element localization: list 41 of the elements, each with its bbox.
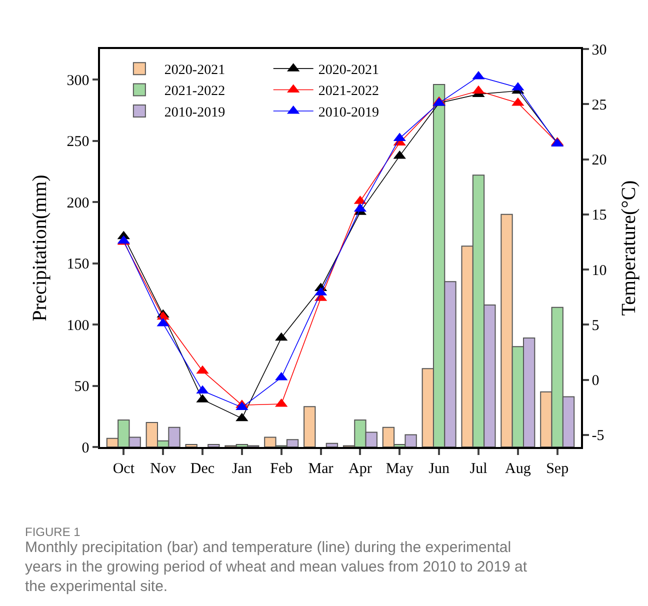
y-tick-label: 0: [82, 440, 90, 456]
y2-tick-label: 25: [592, 97, 607, 114]
x-tick-label: Dec: [190, 460, 215, 477]
x-tick-label: Jun: [428, 460, 450, 477]
y2-tick-label: 10: [592, 262, 607, 279]
x-tick-label: Jul: [470, 460, 488, 477]
y2-tick-label: 15: [592, 208, 607, 224]
bar: [326, 442, 338, 447]
x-tick-label: Feb: [270, 460, 293, 477]
x-tick-label: Nov: [150, 460, 176, 477]
x-tick-label: Mar: [308, 460, 334, 477]
caption: FIGURE 1: [25, 525, 81, 539]
y2-axis-title: Temperature(°C): [618, 180, 640, 316]
x-tick-label: May: [386, 460, 414, 477]
y-tick-label: 250: [66, 134, 90, 150]
y-tick-label: 150: [66, 256, 90, 273]
legend-label: 2020-2021: [164, 63, 226, 78]
y2-tick-label: -5: [592, 428, 604, 444]
legend-label: 2021-2022: [318, 84, 380, 100]
y2-tick-label: 20: [592, 152, 607, 168]
y-tick-label: 300: [66, 72, 90, 89]
bar: [304, 406, 316, 447]
x-tick-label: Sep: [546, 460, 569, 477]
y-tick-label: 200: [66, 195, 90, 212]
bar: [185, 444, 198, 447]
legend-label: 2021-2022: [164, 84, 226, 100]
x-tick-label: Jan: [232, 460, 252, 477]
y-axis-title: Precipitation(mm): [28, 174, 51, 322]
legend-label: 2010-2019: [164, 105, 226, 120]
x-tick-label: Oct: [112, 460, 136, 477]
y2-tick-label: 0: [592, 373, 600, 389]
text: Monthly precipitation (bar) and temperature (line) during the experimental years in the growing period of wheat and mean values from 2010 to 2019 at the experimental site.: [25, 539, 528, 595]
legend-label: 2020-2021: [318, 63, 380, 78]
y2-tick-label: 5: [592, 318, 600, 334]
legend-label: 2010-2019: [318, 105, 380, 120]
y-tick-label: 100: [66, 318, 90, 334]
x-tick-label: Apr: [348, 460, 372, 477]
x-tick-label: Aug: [505, 460, 532, 477]
bar: [208, 444, 220, 447]
y2-tick-label: 30: [592, 42, 607, 58]
y-tick-label: 50: [74, 379, 90, 396]
